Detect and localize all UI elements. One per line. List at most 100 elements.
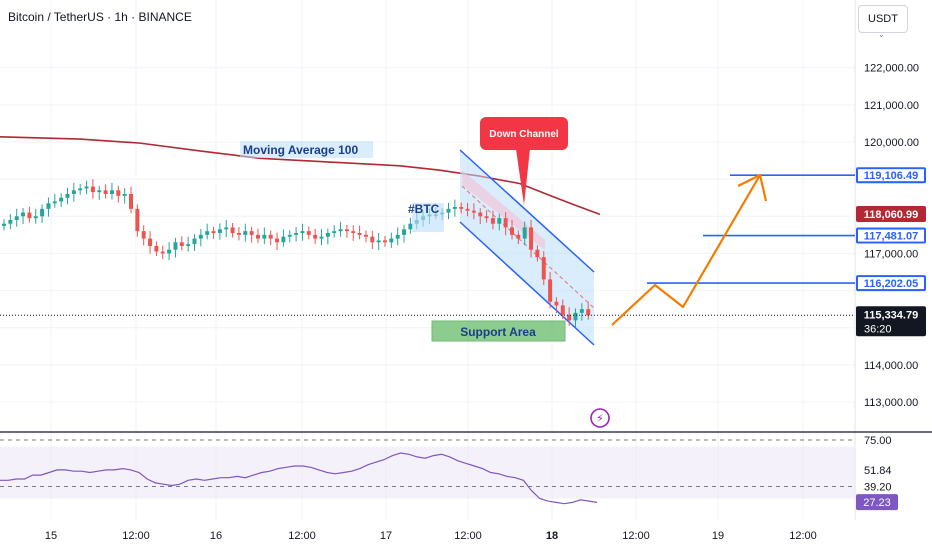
currency-button[interactable]: USDT <box>858 5 908 33</box>
candle-body <box>471 210 476 213</box>
rsi-band <box>0 446 855 499</box>
candle-body <box>262 234 267 239</box>
candle-body <box>211 231 216 233</box>
candle-body <box>167 249 172 254</box>
candle-body <box>516 234 521 239</box>
target-level-label: 117,481.07 <box>864 231 918 243</box>
candle-body <box>186 244 191 246</box>
candle-body <box>148 238 153 246</box>
candle-body <box>97 190 102 193</box>
candle-body <box>205 231 210 235</box>
chart-title: Bitcoin / TetherUS · 1h · BINANCE <box>8 10 192 24</box>
x-tick-label: 15 <box>45 530 57 542</box>
candle-body <box>586 309 591 316</box>
candle-body <box>249 231 254 235</box>
candle-body <box>332 231 337 233</box>
candle-body <box>376 240 381 243</box>
rsi-level-label: 75.00 <box>864 435 892 447</box>
y-tick-label: 122,000.00 <box>864 63 919 75</box>
candle-body <box>313 234 318 239</box>
candle-body <box>243 231 248 235</box>
candle-body <box>78 188 83 191</box>
down-channel-lower <box>459 221 595 346</box>
y-tick-label: 121,000.00 <box>864 100 919 112</box>
target-level-label: 119,106.49 <box>864 170 918 182</box>
y-tick-label: 113,000.00 <box>864 397 918 409</box>
ticker-label: #BTC <box>408 202 440 216</box>
candle-body <box>173 242 178 250</box>
candle-body <box>40 208 45 217</box>
candle-body <box>275 238 280 243</box>
x-tick-label: 12:00 <box>789 530 817 542</box>
target-level-label: 116,202.05 <box>864 278 918 290</box>
y-tick-label: 117,000.00 <box>864 248 918 260</box>
candle-body <box>535 249 540 258</box>
candle-body <box>256 234 260 239</box>
candle-body <box>14 216 19 220</box>
rsi-level-label: 39.20 <box>864 482 892 494</box>
last-price-tag <box>856 306 926 337</box>
candle-body <box>351 231 356 233</box>
candle-body <box>490 218 495 224</box>
ma-price-tag <box>856 206 926 223</box>
projection-path <box>611 174 761 326</box>
candle-body <box>141 231 146 239</box>
candle-body <box>224 227 229 230</box>
candle-body <box>154 246 159 252</box>
candle-body <box>402 229 407 235</box>
countdown-label: 36:20 <box>864 323 892 335</box>
candle-body <box>59 197 64 202</box>
rsi-value-tag <box>856 494 898 511</box>
candle-body <box>179 242 184 246</box>
candle-body <box>370 236 375 243</box>
candle-body <box>408 223 413 230</box>
candle-body <box>109 190 114 194</box>
candle-body <box>344 229 349 232</box>
candle-body <box>52 201 57 204</box>
x-tick-label: 12:00 <box>122 530 150 542</box>
candle-body <box>8 220 13 224</box>
lightning-icon <box>590 408 610 428</box>
candle-body <box>560 305 565 315</box>
x-tick-label: 12:00 <box>622 530 650 542</box>
support-area-label: Support Area <box>460 325 536 339</box>
candle-body <box>84 186 89 189</box>
candle-body <box>389 238 394 243</box>
candle-body <box>27 212 32 219</box>
ma-price-label: 118,060.99 <box>864 209 918 221</box>
candle-body <box>230 227 235 233</box>
candle-body <box>579 309 584 313</box>
candle-body <box>2 223 6 226</box>
candle-body <box>71 190 76 194</box>
candle-body <box>554 301 559 306</box>
target-level-tag-inner <box>858 229 924 242</box>
candle-body <box>90 186 95 193</box>
moving-average-line <box>0 136 601 216</box>
candle-body <box>510 227 514 235</box>
candle-body <box>319 236 324 239</box>
candle-body <box>192 238 197 245</box>
candle-body <box>459 207 464 209</box>
moving-average-label-bg <box>240 141 373 158</box>
candle-body <box>294 233 299 235</box>
rsi-value-label: 27.23 <box>863 497 891 509</box>
candle-body <box>541 257 546 280</box>
candle-body <box>363 234 368 237</box>
projection-arrowhead <box>737 173 768 202</box>
target-level-tag-inner <box>858 277 924 290</box>
chevron-down-icon[interactable]: ⌄ <box>878 30 885 39</box>
ticker-label-bg <box>412 203 444 232</box>
candle-body <box>383 240 387 243</box>
candle-body <box>573 312 578 321</box>
candle-body <box>503 218 508 228</box>
candle-body <box>306 231 311 235</box>
x-tick-label: 16 <box>210 530 222 542</box>
candle-body <box>357 233 362 235</box>
candle-body <box>325 233 330 237</box>
candle-body <box>484 216 489 219</box>
candle-body <box>236 233 241 235</box>
candle-body <box>478 212 483 217</box>
candle-body <box>522 227 527 239</box>
